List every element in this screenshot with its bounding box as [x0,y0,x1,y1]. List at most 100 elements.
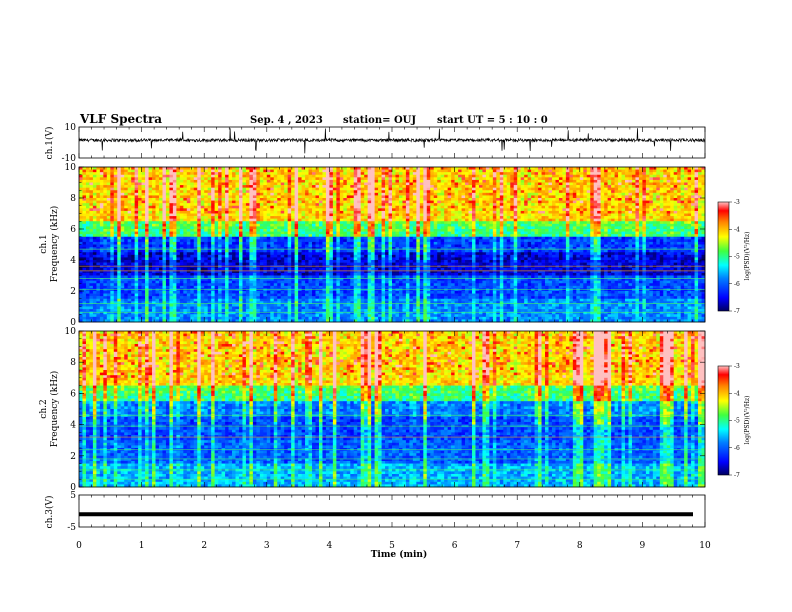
ch1-spectrogram-cell [468,203,473,207]
ch1-spectrogram-cell [197,172,202,176]
ch1-spectrogram-cell [232,179,236,183]
ch1-spectrogram-cell [138,208,142,212]
ch1-spectrogram-cell [666,177,671,181]
ch1-spectrogram-cell [694,205,699,209]
ch1-spectrogram-cell [461,213,466,217]
ch1-spectrogram-cell [124,169,128,173]
ch1-spectrogram-cell [186,205,191,209]
ch1-spectrogram-cell [461,208,466,212]
ch1-spectrogram-cell [656,229,661,232]
ch1-spectrogram-cell [538,177,542,181]
ch1-spectrogram-cell [145,216,149,219]
ch1-spectrogram-cell [346,231,351,235]
ch1-spectrogram-cell [499,210,504,214]
ch1-spectrogram-cell [385,203,389,207]
ch1-spectrogram-cell [524,203,528,207]
ch1-spectrogram-cell [645,229,650,232]
ch1-spectrogram-cell [92,200,97,204]
ch1-spectrogram-cell [468,192,473,196]
ch1-spectrogram-cell [691,221,695,225]
ch1-spectrogram-cell [353,200,358,204]
ch1-spectrogram-cell [127,179,132,183]
ch1-spectrogram-cell [308,218,313,222]
ch1-spectrogram-cell [82,216,87,219]
ch1-spectrogram-cell [318,195,323,199]
ch1-spectrogram-cell [652,185,657,188]
ch1-spectrogram-cell [106,213,111,217]
ch1-spectrogram-cell [225,229,229,232]
ch1-spectrogram-cell [388,195,393,199]
ch1-spectrogram-cell [565,190,570,194]
ch1-spectrogram-cell [558,179,563,183]
ch1-spectrogram-cell [284,216,288,219]
ch1-spectrogram-cell [336,221,341,225]
ch1-spectrogram-cell [120,236,125,240]
ch1-spectrogram-cell [221,167,226,170]
ch1-spectrogram-cell [458,226,462,230]
ch1-spectrogram-cell [134,187,139,191]
ch1-spectrogram-cell [360,231,365,235]
ch1-spectrogram-cell [468,210,473,214]
ch1-spectrogram-cell [120,226,125,230]
ch1-spectrogram-cell [305,203,309,207]
ch1-spectrogram-cell [350,226,355,230]
ch1-spectrogram-cell [402,205,407,209]
ch1-spectrogram-cell [385,182,389,186]
ch1-spectrogram-cell [99,177,104,181]
ch1-spectrogram-cell [228,190,233,194]
ch1-spectrogram-cell [322,210,327,214]
ch1-spectrogram-cell [364,185,368,188]
ch1-spectrogram-cell [583,195,588,199]
ch1-spectrogram-cell [635,229,640,232]
ch1-spectrogram-cell [604,229,608,232]
ch1-spectrogram-cell [141,172,146,176]
ch1-spectrogram-cell [277,192,282,196]
ch1-spectrogram-cell [235,231,240,235]
ch1-spectrogram-cell [367,234,372,238]
ch1-spectrogram-cell [475,167,480,170]
ch1-spectrogram-cell [89,187,94,191]
ch1-spectrogram-cell [489,205,494,209]
ch1-spectrogram-cell [534,179,539,183]
ch1-spectrogram-cell [329,213,334,217]
ch1-spectrogram-cell [336,167,341,170]
ch1-spectrogram-cell [558,174,563,178]
ch1-spectrogram-cell [131,182,135,186]
ch1-spectrogram-cell [409,216,414,219]
ch1-spectrogram-cell [405,205,410,209]
ch1-spectrogram-cell [270,185,275,188]
ch1-spectrogram-cell [79,208,83,212]
ch1-spectrogram-cell [155,216,160,219]
ch1-spectrogram-cell [322,172,327,176]
ch1-spectrogram-cell [465,187,469,191]
ch1-spectrogram-cell [586,177,591,181]
ch1-spectrogram-cell [162,200,167,204]
ch1-spectrogram-cell [680,213,685,217]
ch1-spectrogram-cell [607,182,612,186]
ch1-spectrogram-cell [225,210,229,214]
ch1-spectrogram-cell [461,187,466,191]
ch1-spectrogram-cell [437,169,441,173]
ch1-spectrogram-cell [468,205,473,209]
ch1-spectrogram-cell [179,221,184,225]
ch1-spectrogram-cell [360,229,365,232]
ch1-spectrogram-cell [618,208,622,212]
ch1-spectrogram-cell [677,205,681,209]
ch1-spectrogram-cell [531,182,535,186]
ch1-spectrogram-cell [628,216,633,219]
ch1-spectrogram-cell [145,169,149,173]
ch1-spectrogram-cell [555,231,560,235]
ch1-spectrogram-cell [89,213,94,217]
ch1-spectrogram-cell [221,229,226,232]
ch1-spectrogram-cell [322,231,327,235]
ch1-spectrogram-cell [343,179,348,183]
ch1-spectrogram-cell [294,174,299,178]
ch1-spectrogram-cell [433,195,438,199]
ch1-spectrogram-cell [117,167,122,170]
ch1-spectrogram-cell [680,234,685,238]
ch1-spectrogram-cell [440,179,445,183]
ch1-spectrogram-cell [583,177,588,181]
ch1-spectrogram-cell [402,174,407,178]
ch1-spectrogram-cell [510,218,515,222]
ch1-spectrogram-cell [360,192,365,196]
